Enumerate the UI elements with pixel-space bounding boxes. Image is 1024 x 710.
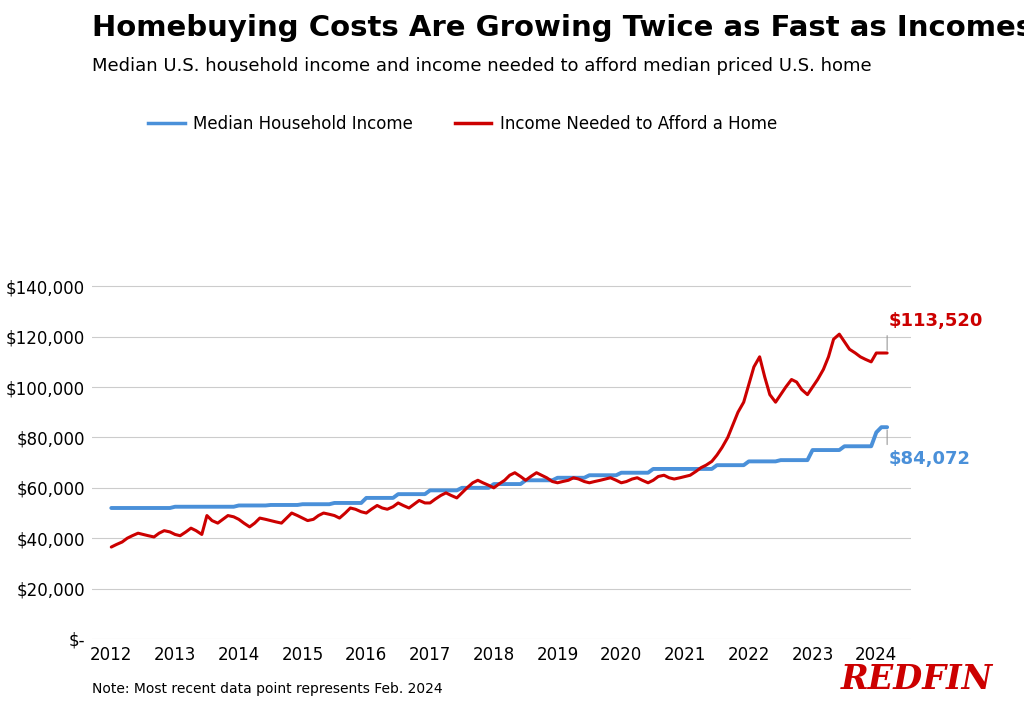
Text: Note: Most recent data point represents Feb. 2024: Note: Most recent data point represents … <box>92 682 442 696</box>
Text: Median U.S. household income and income needed to afford median priced U.S. home: Median U.S. household income and income … <box>92 57 871 75</box>
Text: $113,520: $113,520 <box>889 312 983 330</box>
Legend: Median Household Income, Income Needed to Afford a Home: Median Household Income, Income Needed t… <box>141 109 783 140</box>
Text: REDFIN: REDFIN <box>841 663 993 696</box>
Text: $84,072: $84,072 <box>889 450 971 468</box>
Text: Homebuying Costs Are Growing Twice as Fast as Incomes: Homebuying Costs Are Growing Twice as Fa… <box>92 14 1024 42</box>
